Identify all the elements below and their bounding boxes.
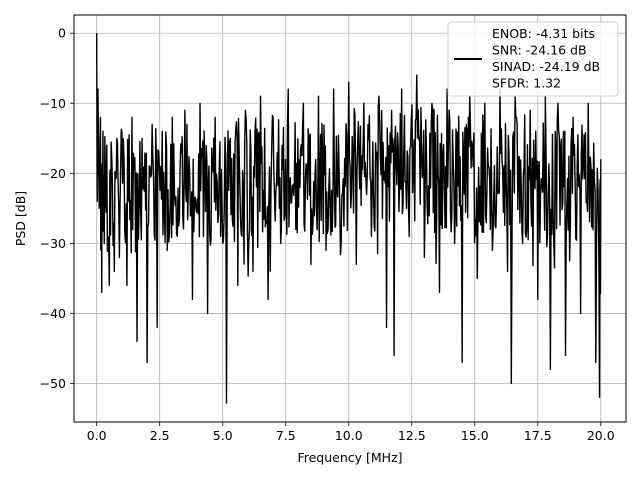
x-tick-label: 20.0 — [587, 428, 615, 443]
x-tick-label: 5.0 — [213, 428, 233, 443]
x-tick-label: 10.0 — [335, 428, 363, 443]
y-tick-label: 0 — [58, 26, 66, 41]
y-tick-label: −50 — [40, 376, 66, 391]
psd-series-line — [95, 33, 602, 404]
x-tick-label: 0.0 — [87, 428, 107, 443]
y-tick-label: −40 — [40, 306, 66, 321]
legend-entry: ENOB: -4.31 bits — [492, 26, 595, 41]
y-tick-label: −10 — [40, 96, 66, 111]
x-axis-label: Frequency [MHz] — [297, 450, 402, 465]
legend-box — [447, 21, 619, 97]
plot-frame — [73, 14, 627, 423]
y-axis-label: PSD [dB] — [13, 191, 28, 246]
x-tick-label: 17.5 — [524, 428, 552, 443]
y-tick-label: −30 — [40, 236, 66, 251]
legend-entry: SFDR: 1.32 — [492, 76, 561, 91]
psd-trace — [95, 33, 602, 404]
x-tick-label: 7.5 — [276, 428, 296, 443]
legend-entry: SINAD: -24.19 dB — [492, 59, 600, 74]
x-tick-label: 12.5 — [398, 428, 426, 443]
axis-ticks: 0.0 2.5 5.0 7.5 10.0 12.5 15.0 17.5 20.0 0 −10 −20 −… — [40, 26, 615, 443]
y-tick-label: −20 — [40, 166, 66, 181]
legend-entry: SNR: -24.16 dB — [492, 43, 587, 58]
x-tick-label: 2.5 — [150, 428, 170, 443]
x-tick-label: 15.0 — [461, 428, 489, 443]
